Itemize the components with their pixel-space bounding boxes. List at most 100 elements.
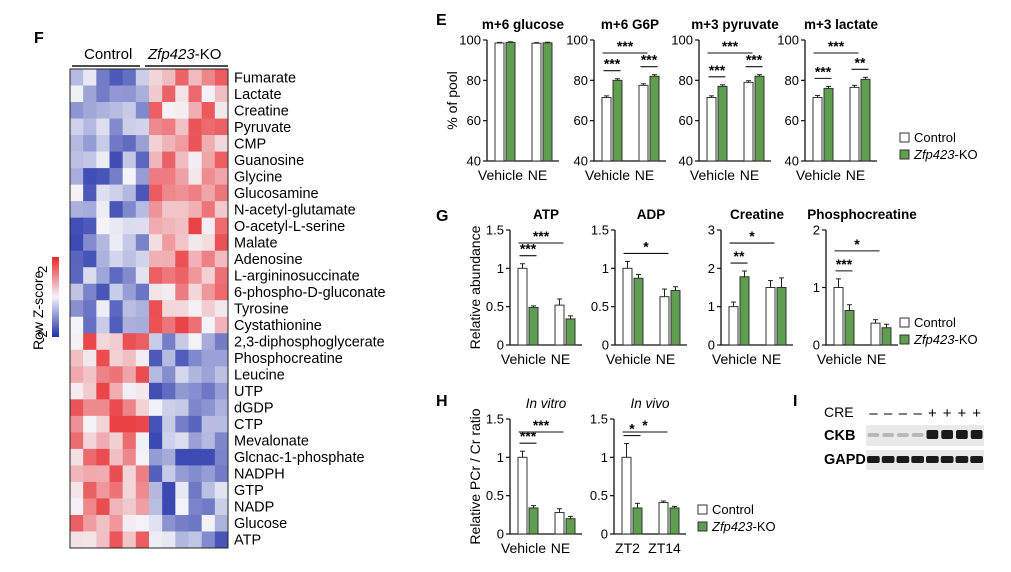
heatmap-cell [109, 333, 123, 351]
heatmap-cell [83, 267, 97, 285]
heatmap-row-labels: FumarateLactateCreatinePyruvateCMPGuanos… [234, 70, 386, 548]
heatmap-cell [188, 382, 202, 400]
bar-control [494, 42, 505, 162]
blot-band-gapdh [926, 456, 939, 463]
significance-label: ** [734, 248, 745, 264]
heatmap-cell [162, 366, 176, 384]
x-category-label: ZT2 [615, 540, 640, 556]
blot-band-ckb [867, 433, 880, 437]
chart-title: ATP [533, 207, 559, 222]
bar-ko [528, 507, 539, 535]
heatmap-cell [188, 85, 202, 103]
legend-control-label: Control [914, 130, 956, 145]
heatmap-cell [135, 498, 150, 516]
bar-ko [649, 75, 660, 162]
heatmap-cell [70, 531, 84, 549]
y-tick-label: 100 [777, 33, 799, 48]
chart-g3: 0 1 2 3 Creatine Vehicle NE *** [708, 207, 793, 367]
heatmap-cell [122, 349, 137, 367]
bar-ko [844, 310, 855, 346]
heatmap-cell [162, 267, 176, 285]
heatmap-cell [175, 184, 189, 202]
x-category-label: Vehicle [817, 351, 862, 367]
x-category-label: NE [762, 351, 781, 367]
heatmap-row-label: GTP [234, 483, 264, 499]
heatmap-cell [201, 267, 216, 285]
heatmap-cell [201, 465, 216, 483]
heatmap-cell [109, 267, 123, 285]
heatmap-cell [135, 382, 150, 400]
heatmap-cell [201, 349, 216, 367]
heatmap-cell [201, 151, 216, 169]
chart-title: In vitro [526, 396, 567, 411]
heatmap-cell [175, 135, 189, 152]
heatmap-cell [122, 481, 137, 499]
y-tick-label: 40 [785, 154, 799, 169]
heatmap-cell [188, 184, 202, 202]
heatmap-cell [135, 184, 150, 202]
heatmap-cell [135, 201, 150, 218]
heatmap-cell [162, 184, 176, 202]
heatmap-cell [135, 234, 150, 251]
significance-label: *** [641, 52, 658, 68]
cre-lane-sign: + [957, 405, 966, 422]
heatmap-cell [70, 85, 84, 103]
y-axis-label: % of pool [444, 71, 460, 129]
y-tick-label: 2 [813, 223, 820, 238]
y-tick-label: 1.5 [486, 412, 504, 427]
blot-band-gapdh [911, 456, 924, 463]
heatmap-cell [122, 448, 137, 466]
heatmap-cell [162, 250, 176, 268]
heatmap-cell [201, 283, 216, 301]
y-tick-label: 80 [679, 73, 693, 88]
heatmap-cell [96, 250, 110, 268]
cre-lane-sign: + [972, 405, 981, 422]
heatmap-cell [83, 349, 97, 367]
heatmap-cell [201, 382, 216, 400]
legend-swatch-ko [899, 149, 910, 160]
heatmap-cell [122, 283, 137, 301]
heatmap-cell [96, 349, 110, 367]
heatmap-cell [83, 514, 97, 532]
heatmap-cell [162, 333, 176, 351]
heatmap-cell [83, 85, 97, 103]
heatmap-row-label: Creatine [234, 103, 289, 119]
chart-g2: 0 0.5 1 1.5 ADP Vehicle NE * [591, 207, 687, 367]
y-tick-label: 80 [574, 73, 588, 88]
heatmap-cell [188, 514, 202, 532]
heatmap-cell [109, 382, 123, 400]
heatmap-cell [162, 168, 176, 185]
heatmap-cell [96, 267, 110, 285]
heatmap-cell [214, 531, 229, 549]
significance-label: ** [855, 54, 866, 70]
heatmap-cell [122, 102, 137, 119]
y-tick-label: 1.5 [486, 223, 504, 238]
chart-title: In vivo [630, 396, 670, 411]
heatmap-cell [122, 465, 137, 483]
panel-letter-g: G [436, 208, 448, 225]
heatmap-cell [188, 316, 202, 334]
heatmap-cell [175, 201, 189, 218]
bar-ko [505, 41, 516, 162]
y-tick-label: 0.5 [486, 488, 504, 503]
colorbar [52, 257, 59, 337]
heatmap-cell [214, 69, 229, 86]
heatmap [70, 69, 229, 549]
heatmap-cell [214, 85, 229, 103]
heatmap-cell [201, 366, 216, 384]
bar-control [743, 81, 754, 162]
heatmap-cell [122, 184, 137, 202]
bar-ko [669, 507, 680, 535]
bar-ko [633, 277, 644, 346]
heatmap-cell [201, 184, 216, 202]
y-tick-label: 60 [785, 113, 799, 128]
heatmap-cell [188, 217, 202, 235]
heatmap-cell [122, 514, 137, 532]
legend-swatch-control [899, 317, 910, 328]
heatmap-cell [83, 168, 97, 185]
blot-band-ckb [897, 433, 909, 437]
significance-label: *** [533, 228, 550, 244]
heatmap-cell [135, 217, 150, 235]
